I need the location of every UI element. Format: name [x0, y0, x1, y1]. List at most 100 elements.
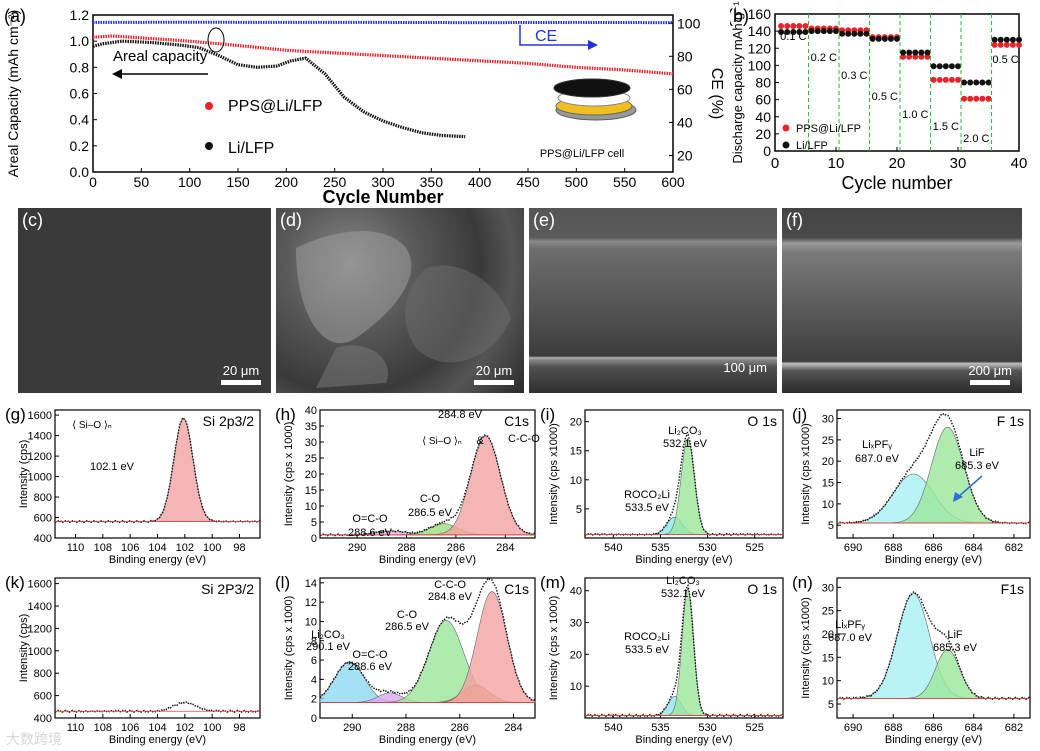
point-pps: [918, 53, 925, 60]
annotation-h-0: 284.8 eV: [438, 409, 483, 421]
point-li: [979, 79, 986, 86]
y-tick-label-j: 15: [822, 478, 834, 490]
point-pps: [924, 53, 931, 60]
point-li: [869, 35, 876, 42]
y-tick-label-g: 1200: [28, 451, 52, 463]
point-li: [1003, 36, 1010, 43]
y-tick-label-b: 100: [748, 57, 772, 73]
annotation-n-0: LiₓPFᵧ: [835, 619, 865, 631]
y-tick-label-m: 10: [570, 681, 582, 693]
y-tick-label-k: 600: [34, 691, 52, 703]
title-k: Si 2P3/2: [201, 581, 254, 597]
y-tick-label-l: 12: [305, 597, 317, 609]
x-tick-label-k: 100: [203, 722, 221, 734]
y-tick-label-h: 25: [305, 453, 317, 465]
y-tick-label-l: 10: [305, 616, 317, 628]
point-li: [784, 28, 791, 35]
y-tick-label-a: 1.2: [70, 7, 90, 23]
annotation-m-3: 533.5 eV: [625, 644, 670, 656]
point-li: [1009, 36, 1016, 43]
y-tick-label-i: 15: [570, 446, 582, 458]
point-pps: [997, 41, 1004, 48]
point-li: [894, 35, 900, 42]
annotation-h-5: O=C-O: [352, 513, 388, 525]
annotation-l-4: C-O: [397, 609, 418, 621]
annotation-m-1: 532.1 eV: [661, 588, 706, 600]
x-axis-label-k: Binding energy (eV): [109, 734, 206, 746]
point-pps: [802, 22, 809, 29]
x-tick-label-g: 106: [121, 542, 139, 554]
point-li: [948, 63, 955, 70]
point-li: [820, 28, 827, 35]
x-tick-label-b: 30: [950, 155, 967, 172]
x-tick-label-m: 540: [604, 722, 622, 734]
rate-label: 2.0 C: [963, 133, 989, 145]
x-tick-label-n: 684: [965, 722, 983, 734]
point-li: [814, 28, 821, 35]
panel-label-m: (m): [540, 573, 565, 592]
y-tick-label-m: 20: [570, 649, 582, 661]
peak-i-1: [585, 438, 783, 535]
point-pps: [961, 95, 968, 102]
y-tick-label-b: 160: [748, 6, 772, 22]
y-tick-label-a: 0.8: [70, 59, 90, 75]
annotation-j-3: 685.3 eV: [955, 460, 1000, 472]
x-tick-label-b: 40: [1011, 155, 1028, 172]
y-tick-label-h: 20: [305, 469, 317, 481]
y-tick-label-b: 140: [748, 23, 772, 39]
x-axis-label-h: Binding energy (eV): [379, 554, 476, 566]
point-pps: [948, 76, 955, 83]
annotation-i-2: ROCO₂Li: [624, 489, 670, 501]
point-li: [961, 79, 968, 86]
legend-marker-b-li: [782, 141, 790, 149]
y2-axis-label-a: CE (%): [708, 68, 725, 120]
arrowhead-areal: [112, 69, 122, 79]
annotation-j-0: LiₓPFᵧ: [862, 439, 892, 451]
point-li: [985, 79, 992, 86]
y-axis-label-i: Intensity (cps x1000): [548, 423, 560, 525]
x-tick-label-k: 108: [94, 722, 112, 734]
title-h: C1s: [504, 413, 529, 429]
sem-panel-c: (c) 20 μm: [18, 208, 271, 393]
x-tick-label-n: 690: [844, 722, 862, 734]
annotation-n-1: 687.0 eV: [828, 632, 873, 644]
annotation-ellipse-a: [207, 27, 225, 53]
point-li: [918, 49, 925, 56]
x-tick-label-g: 104: [148, 542, 166, 554]
x-tick-label-g: 108: [94, 542, 112, 554]
point-pps: [906, 53, 913, 60]
x-tick-label-m: 535: [651, 722, 669, 734]
annotation-areal-capacity: Areal capacity: [113, 48, 208, 65]
annotation-m-2: ROCO₂Li: [624, 631, 670, 643]
annotation-h-2: &: [476, 435, 484, 447]
x-tick-label-a: 500: [565, 174, 589, 190]
annotation-j-1: 687.0 eV: [855, 453, 900, 465]
legend-marker-b-pps: [782, 124, 790, 132]
x-tick-label-a: 50: [134, 174, 150, 190]
sem-panel-f: (f) 200 μm: [782, 208, 1022, 393]
x-tick-label-a: 250: [323, 174, 347, 190]
y-tick-label-n: 30: [822, 582, 834, 594]
point-li: [900, 49, 907, 56]
point-pps: [973, 95, 980, 102]
y-tick-label-j: 30: [822, 414, 834, 426]
envelope-g: [54, 416, 261, 524]
point-pps: [778, 22, 785, 29]
x-tick-label-a: 600: [661, 174, 685, 190]
y-tick-label-k: 1200: [28, 623, 52, 635]
sem-panel-e: (e) 100 μm: [529, 208, 777, 393]
y-axis-label-l: Intensity (cps x 1000): [283, 596, 295, 701]
y-tick-label-l: 2: [311, 694, 317, 706]
annotation-i-0: Li₂CO₃: [668, 425, 702, 437]
y-tick-label-m: 40: [570, 586, 582, 598]
y-tick-label-b: 60: [755, 92, 771, 108]
y-axis-label-j: Intensity (cps x1000): [800, 423, 812, 525]
x-tick-label-k: 98: [233, 722, 245, 734]
annotation-l-1: 290.1 eV: [306, 641, 351, 653]
legend-label-pps: PPS@Li/LFP: [228, 98, 323, 115]
title-g: Si 2p3/2: [203, 413, 255, 429]
x-tick-label-a: 450: [516, 174, 540, 190]
point-li: [851, 30, 858, 37]
legend-label-li: Li/LFP: [228, 140, 274, 157]
